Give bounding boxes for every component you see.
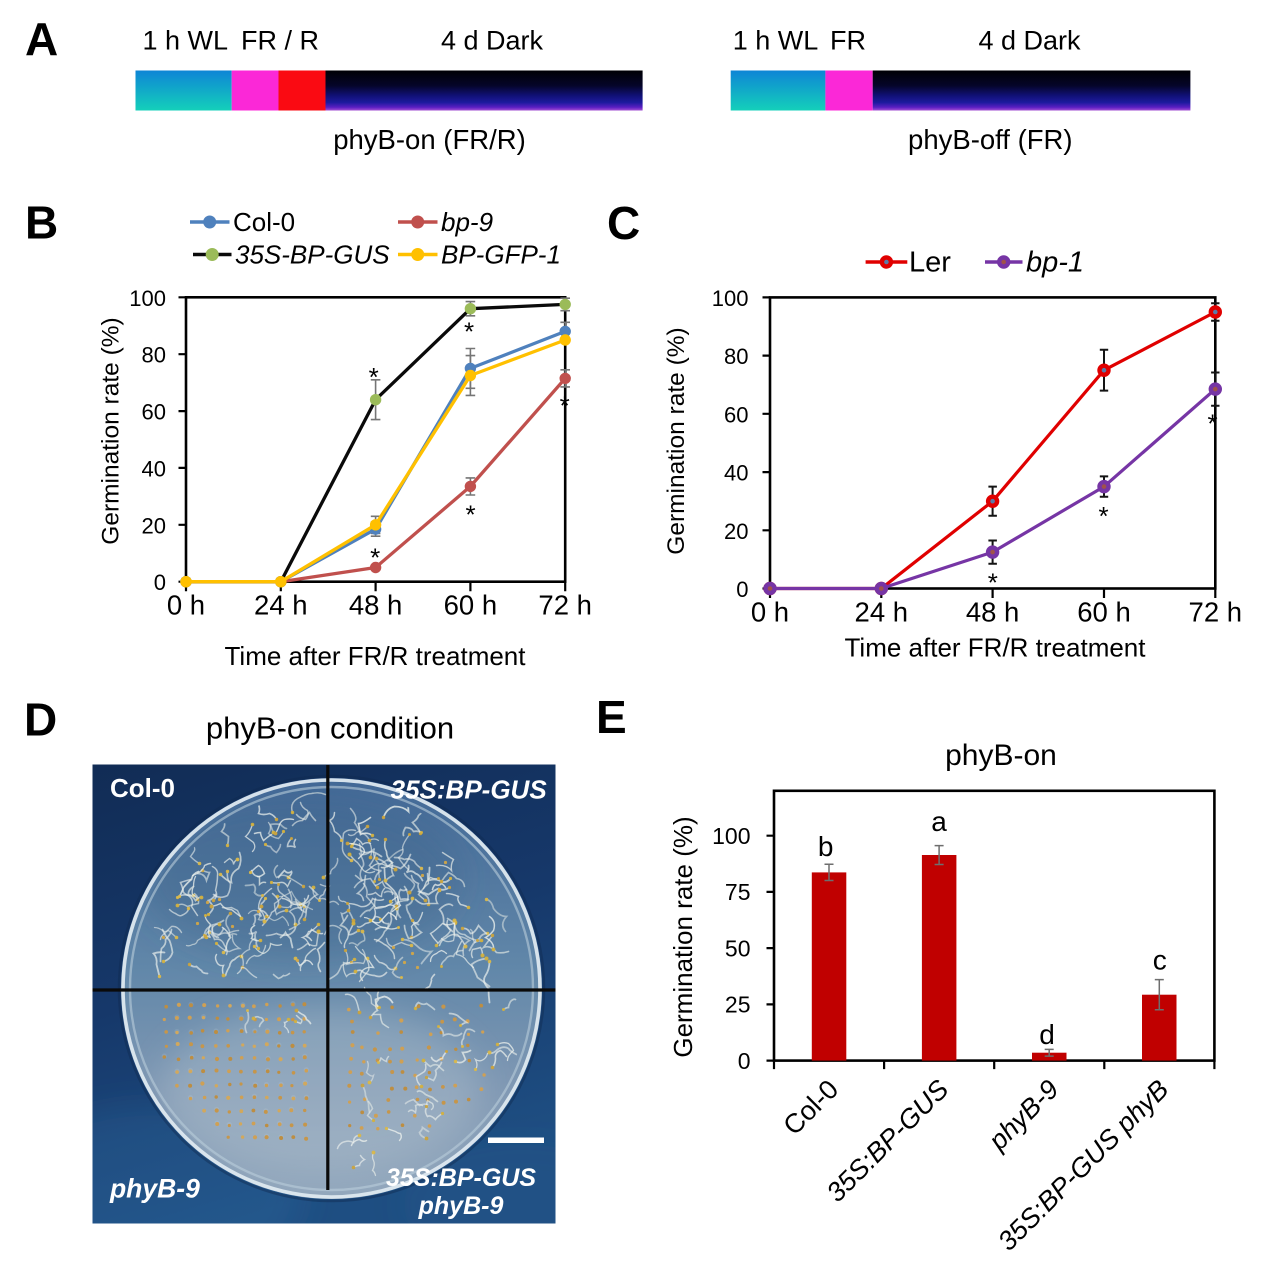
svg-text:35S-BP-GUS: 35S-BP-GUS <box>235 240 390 270</box>
svg-text:phyB-on condition: phyB-on condition <box>206 711 454 746</box>
svg-text:bp-9: bp-9 <box>441 207 493 237</box>
svg-text:20: 20 <box>724 519 748 544</box>
svg-text:0 h: 0 h <box>167 590 205 621</box>
svg-text:Time after FR/R treatment: Time after FR/R treatment <box>845 633 1147 663</box>
svg-text:c: c <box>1153 945 1167 976</box>
svg-text:1 h WL: 1 h WL <box>143 26 229 56</box>
svg-text:20: 20 <box>142 513 166 538</box>
svg-text:phyB-9: phyB-9 <box>418 1192 504 1220</box>
svg-text:80: 80 <box>724 344 748 369</box>
svg-text:Germination rate (%): Germination rate (%) <box>663 327 690 554</box>
svg-text:A: A <box>25 13 58 65</box>
svg-text:BP-GFP-1: BP-GFP-1 <box>441 240 561 270</box>
svg-text:80: 80 <box>142 343 166 368</box>
svg-text:75: 75 <box>725 879 751 905</box>
svg-text:Time after FR/R treatment: Time after FR/R treatment <box>225 641 527 671</box>
svg-text:phyB-9: phyB-9 <box>109 1174 200 1204</box>
svg-text:Ler: Ler <box>909 247 951 279</box>
svg-text:C: C <box>607 197 640 249</box>
svg-text:Col-0: Col-0 <box>777 1074 844 1141</box>
svg-text:48 h: 48 h <box>966 597 1020 628</box>
svg-text:35S:BP-GUS: 35S:BP-GUS <box>386 1164 536 1192</box>
svg-text:*: * <box>560 391 570 421</box>
svg-text:E: E <box>596 691 627 743</box>
svg-text:60: 60 <box>724 402 748 427</box>
svg-text:bp-1: bp-1 <box>1026 247 1084 279</box>
svg-text:a: a <box>931 806 947 837</box>
svg-text:40: 40 <box>724 461 748 486</box>
svg-text:60 h: 60 h <box>444 590 498 621</box>
svg-text:24 h: 24 h <box>254 590 308 621</box>
svg-text:d: d <box>1039 1019 1055 1050</box>
svg-text:60 h: 60 h <box>1077 597 1131 628</box>
svg-text:*: * <box>1207 409 1217 439</box>
svg-text:50: 50 <box>725 935 751 961</box>
svg-text:Col-0: Col-0 <box>110 773 175 803</box>
svg-text:0: 0 <box>154 570 166 595</box>
svg-text:40: 40 <box>142 456 166 481</box>
svg-text:72 h: 72 h <box>1189 597 1243 628</box>
svg-text:*: * <box>465 500 475 530</box>
svg-text:4 d Dark: 4 d Dark <box>441 26 544 56</box>
svg-text:phyB-on: phyB-on <box>945 739 1057 772</box>
svg-text:4 d Dark: 4 d Dark <box>978 26 1081 56</box>
svg-text:D: D <box>24 694 57 746</box>
svg-text:FR: FR <box>830 26 866 56</box>
svg-text:0: 0 <box>738 1048 751 1074</box>
svg-text:FR / R: FR / R <box>241 26 319 56</box>
svg-text:24 h: 24 h <box>855 597 909 628</box>
svg-text:0: 0 <box>736 577 748 602</box>
svg-text:72 h: 72 h <box>538 590 592 621</box>
svg-text:phyB-9: phyB-9 <box>982 1074 1064 1156</box>
svg-text:*: * <box>369 362 379 392</box>
svg-text:*: * <box>464 317 474 347</box>
svg-text:*: * <box>1098 501 1108 531</box>
svg-text:60: 60 <box>142 400 166 425</box>
svg-text:100: 100 <box>129 286 166 311</box>
svg-text:35S:BP-GUS: 35S:BP-GUS <box>391 774 548 804</box>
svg-text:*: * <box>988 568 998 598</box>
svg-text:phyB-on (FR/R): phyB-on (FR/R) <box>333 124 526 155</box>
svg-text:Col-0: Col-0 <box>233 207 295 237</box>
svg-text:100: 100 <box>712 823 750 849</box>
svg-text:Germination rate (%): Germination rate (%) <box>98 317 125 544</box>
svg-text:B: B <box>25 197 58 249</box>
svg-text:48 h: 48 h <box>349 590 403 621</box>
svg-text:1 h WL: 1 h WL <box>733 26 819 56</box>
svg-text:b: b <box>818 831 834 862</box>
svg-text:Germination rate (%): Germination rate (%) <box>668 816 698 1057</box>
svg-text:25: 25 <box>725 992 751 1018</box>
svg-text:phyB-off (FR): phyB-off (FR) <box>908 124 1073 155</box>
svg-text:*: * <box>370 543 380 573</box>
svg-text:0 h: 0 h <box>751 597 789 628</box>
svg-text:100: 100 <box>712 286 749 311</box>
